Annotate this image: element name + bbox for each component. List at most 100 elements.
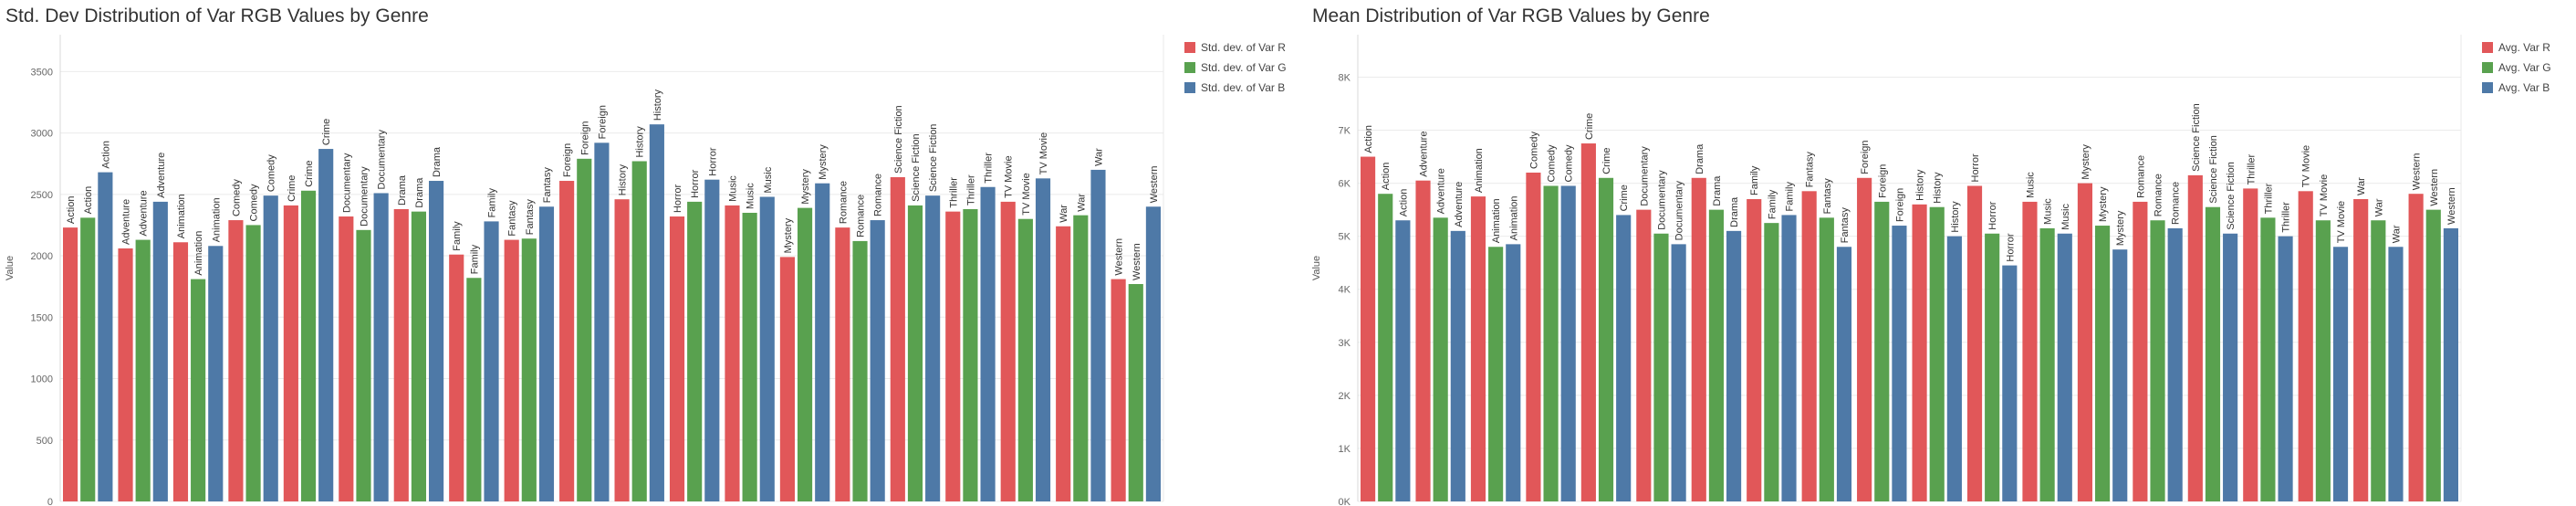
bar-action-std-dev-of-var-b [98,172,113,501]
legend-item-avg-var-b[interactable]: Avg. Var B [2482,80,2573,99]
bar-western-std-dev-of-var-g [1128,283,1143,501]
bar-label: Romance [2135,155,2146,198]
bar-label: Comedy [1547,144,1558,182]
bar-label: Family [1749,165,1760,195]
bar-thriller-avg-var-g [2260,217,2276,502]
legend-item-std-dev-of-var-b[interactable]: Std. dev. of Var B [1184,80,1303,99]
bar-label: Crime [1584,113,1595,140]
legend-swatch [1184,62,1195,73]
bar-label: Documentary [1674,180,1685,240]
bar-label: Science Fiction [2226,162,2237,230]
bar-label: Mystery [2115,210,2126,246]
legend-item-avg-var-r[interactable]: Avg. Var R [2482,40,2573,58]
bar-label: Romance [873,174,884,216]
bar-label: Adventure [1454,182,1465,227]
y-axis-title: Value [5,256,16,280]
bar-action-std-dev-of-var-g [80,217,96,501]
y-tick-label: 8K [1339,72,1351,83]
bar-romance-avg-var-r [2133,201,2148,501]
bar-label: Music [763,166,774,193]
bar-animation-std-dev-of-var-b [208,246,224,501]
chart-legend: Avg. Var R Avg. Var G Avg. Var B [2482,40,2573,100]
bar-label: Music [727,175,738,202]
bar-horror-avg-var-r [1966,185,1983,501]
mean-bar-chart: 0K 1K 2K 3K 4K 5K 6K 7K 8K Value Action Action Actio… [1311,35,2462,506]
bar-comedy-std-dev-of-var-b [263,195,278,501]
bar-music-std-dev-of-var-b [759,196,775,502]
bar-adventure-std-dev-of-var-g [135,239,151,501]
bar-thriller-avg-var-r [2243,188,2258,502]
y-tick-label: 1000 [31,374,53,385]
chart-panel-std-dev: Std. Dev Distribution of Var RGB Values … [5,5,1303,506]
bar-label: Foreign [562,143,573,177]
bar-label: Science Fiction [2208,135,2219,204]
bar-crime-std-dev-of-var-b [318,149,334,501]
bar-mystery-std-dev-of-var-r [779,257,795,501]
bar-label: Mystery [783,217,794,253]
bar-label: Adventure [139,190,150,236]
bar-foreign-avg-var-b [1892,226,1907,501]
bar-action-avg-var-r [1361,156,1376,501]
bar-crime-avg-var-b [1616,215,1632,501]
legend-item-std-dev-of-var-r[interactable]: Std. dev. of Var R [1184,40,1303,58]
bar-romance-std-dev-of-var-r [835,227,850,501]
chart-panel-mean: Mean Distribution of Var RGB Values by G… [1307,0,2576,506]
bar-music-std-dev-of-var-g [742,212,757,501]
bar-label: Animation [1508,195,1519,240]
bar-western-std-dev-of-var-b [1145,206,1161,501]
bar-western-avg-var-r [2408,194,2424,502]
y-tick-label: 6K [1339,179,1351,190]
legend-swatch [1184,42,1195,53]
legend-item-std-dev-of-var-g[interactable]: Std. dev. of Var G [1184,60,1303,79]
bar-label: Crime [1601,147,1612,174]
bar-label: Romance [838,181,849,224]
bar-label: History [1950,201,1961,233]
bar-label: Comedy [1564,144,1575,182]
bar-label: Romance [2154,174,2164,216]
bar-label: Western [2412,153,2423,190]
bar-history-std-dev-of-var-r [614,199,630,501]
bar-animation-avg-var-r [1470,196,1486,501]
bar-label: War [1059,205,1069,223]
bar-horror-std-dev-of-var-b [704,179,720,501]
bar-fantasy-std-dev-of-var-r [504,239,519,501]
bar-label: Western [1132,243,1142,280]
bar-tv-movie-std-dev-of-var-b [1035,178,1051,501]
bar-history-avg-var-g [1929,206,1945,501]
bar-horror-avg-var-b [2002,265,2018,501]
bar-label: Family [1767,189,1778,219]
bar-crime-std-dev-of-var-r [283,205,298,501]
bar-label: Comedy [249,184,260,221]
bar-label: Mystery [800,169,811,205]
bar-science-fiction-avg-var-r [2187,174,2203,501]
y-tick-label: 500 [37,436,53,447]
bar-label: TV Movie [1004,155,1015,197]
legend-swatch [2482,82,2493,93]
bar-drama-avg-var-r [1691,177,1706,501]
y-tick-label: 0K [1339,497,1351,506]
bar-foreign-std-dev-of-var-r [559,181,575,501]
bar-crime-avg-var-r [1580,143,1596,501]
bar-foreign-avg-var-g [1874,201,1890,501]
bar-label: Animation [1474,148,1485,193]
bar-romance-std-dev-of-var-b [870,220,885,501]
bar-drama-std-dev-of-var-r [393,208,409,501]
y-tick-label: 3500 [31,67,53,78]
legend-item-avg-var-g[interactable]: Avg. Var G [2482,60,2573,79]
bar-label: Animation [1491,198,1502,243]
bar-label: Comedy [231,179,242,216]
bar-family-std-dev-of-var-g [466,278,482,501]
bar-label: Documentary [1656,170,1667,230]
bar-label: TV Movie [2301,145,2312,187]
bar-documentary-avg-var-b [1671,244,1686,501]
bar-label: Thriller [2281,202,2292,233]
bar-mystery-avg-var-b [2112,249,2128,501]
bar-label: Thriller [948,177,959,208]
bar-label: Science Fiction [2191,103,2202,172]
bar-comedy-avg-var-r [1526,172,1541,501]
bar-label: Music [2025,172,2036,198]
bar-label: Action [1363,125,1374,153]
y-tick-label: 4K [1339,285,1351,296]
bar-label: Fantasy [1840,207,1851,244]
bar-label: Western [2446,187,2457,225]
